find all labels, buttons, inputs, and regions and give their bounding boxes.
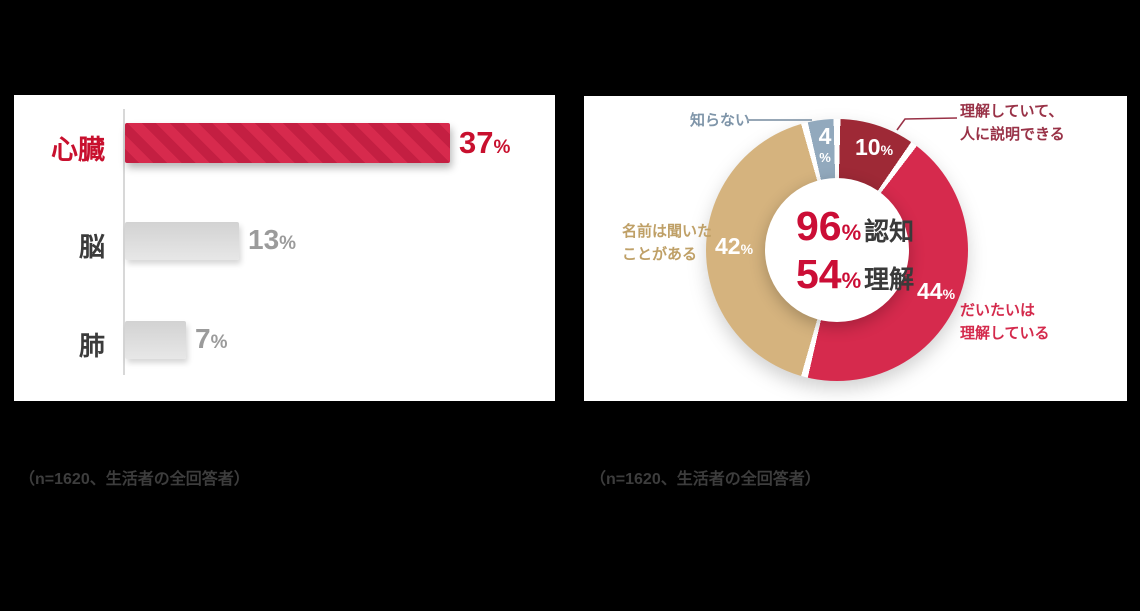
stat-awareness-value: 96: [796, 203, 842, 249]
bar-chart-axis-line: [123, 109, 125, 375]
donut-chart-caption: （n=1620、生活者の全回答者）: [590, 471, 821, 488]
bar-brain: [125, 222, 239, 260]
label-heard-line1: 名前は聞いた: [622, 223, 713, 240]
segment-value-roughly: 44%: [917, 278, 956, 304]
label-roughly-line1: だいたいは: [960, 302, 1036, 319]
bar-value-lung: 7%: [195, 323, 228, 354]
label-can-explain-line2: 人に説明できる: [960, 126, 1065, 143]
label-roughly-line2: 理解している: [960, 325, 1050, 342]
bar-heart: [125, 123, 450, 163]
bar-chart-caption: （n=1620、生活者の全回答者）: [19, 471, 250, 488]
stat-understanding-unit: %: [841, 268, 862, 293]
bar-lung: [125, 321, 186, 359]
stat-awareness-unit: %: [841, 220, 862, 245]
label-can-explain-line1: 理解していて、: [960, 103, 1064, 120]
segment-value-dont-know: 4%: [818, 123, 832, 165]
stat-understanding-value: 54: [796, 251, 842, 297]
label-dont-know: 知らない: [690, 112, 751, 129]
bar-category-heart: 心臓: [51, 135, 105, 165]
segment-value-can-explain: 10%: [855, 134, 894, 160]
stat-understanding: 54 % 理解: [796, 254, 914, 301]
donut-center-stats: 96 % 認知 54 % 理解: [796, 206, 914, 301]
dont-know-leader-line: [747, 119, 812, 121]
bar-value-heart: 37%: [459, 125, 511, 160]
stat-understanding-label: 理解: [864, 266, 915, 294]
label-can-explain: 理解していて、 人に説明できる: [960, 100, 1065, 146]
segment-value-heard: 42%: [715, 233, 754, 259]
donut-center-circle: [765, 178, 909, 322]
donut-chart-panel: 96 % 認知 54 % 理解 10% 44% 42% 4% 知らない 理解して…: [584, 96, 1127, 401]
leader-polyline: [896, 117, 958, 131]
bar-category-brain: 脳: [78, 232, 105, 262]
stat-awareness-label: 認知: [864, 218, 915, 246]
bar-category-lung: 肺: [78, 331, 105, 361]
label-heard-of-name: 名前は聞いた ことがある: [622, 220, 712, 266]
bar-value-brain: 13%: [248, 224, 297, 255]
stat-awareness: 96 % 認知: [796, 206, 914, 253]
label-heard-line2: ことがある: [622, 246, 698, 263]
label-roughly-understand: だいたいは 理解している: [960, 299, 1050, 345]
bar-chart-panel: 心臓 脳 肺 37% 13% 7%: [14, 95, 555, 401]
